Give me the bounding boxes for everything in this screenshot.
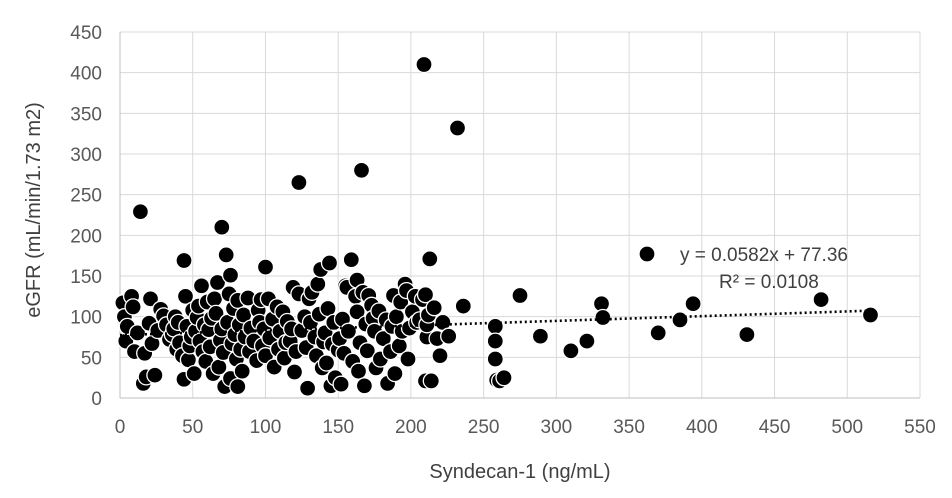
data-point: [495, 369, 513, 387]
y-tick-label: 150: [70, 267, 102, 288]
y-tick-label: 250: [70, 186, 102, 207]
data-point: [358, 342, 376, 360]
data-point: [440, 327, 458, 345]
x-tick-label: 400: [686, 417, 718, 438]
y-tick-label: 450: [70, 23, 102, 44]
y-tick-label: 200: [70, 226, 102, 247]
data-point: [309, 275, 327, 293]
data-point: [386, 364, 404, 383]
data-point: [431, 347, 449, 365]
y-tick-label: 50: [81, 348, 102, 369]
data-point: [425, 299, 443, 317]
data-point: [221, 266, 240, 284]
y-tick-label: 100: [70, 308, 102, 329]
data-point: [339, 322, 358, 340]
x-tick-label: 500: [831, 417, 863, 438]
data-point: [229, 377, 247, 396]
data-point: [738, 325, 756, 344]
data-point: [233, 362, 251, 380]
data-point: [448, 119, 467, 137]
x-axis-title: Syndecan-1 (ng/mL): [429, 461, 610, 483]
y-tick-label: 0: [91, 389, 102, 410]
data-point: [454, 297, 472, 315]
data-point: [192, 277, 211, 295]
data-point: [217, 246, 235, 264]
data-point: [349, 362, 368, 380]
data-point: [208, 273, 227, 292]
x-tick-label: 300: [541, 417, 573, 438]
data-point: [124, 298, 142, 316]
trendline-annotation: y = 0.0582x + 77.36 R² = 0.0108: [638, 245, 848, 293]
trendline-group: [119, 309, 873, 337]
data-point: [320, 254, 339, 272]
x-tick-label: 250: [468, 417, 500, 438]
data-point: [256, 258, 275, 276]
data-point: [421, 250, 439, 268]
data-point: [141, 290, 160, 308]
y-tick-label: 300: [70, 145, 102, 166]
data-point: [285, 363, 304, 381]
data-point: [387, 308, 406, 326]
data-point: [185, 364, 203, 383]
y-axis-title: eGFR (mL/min/1.73 m2): [23, 102, 45, 318]
y-tick-label: 350: [70, 104, 102, 125]
data-point: [342, 251, 360, 269]
data-point: [594, 308, 612, 327]
data-point: [146, 366, 164, 384]
trendline-equation: y = 0.0582x + 77.36: [680, 245, 848, 266]
data-point: [399, 350, 417, 368]
data-point: [415, 55, 433, 74]
data-point: [531, 327, 550, 345]
x-tick-label: 550: [904, 417, 936, 438]
data-point: [298, 379, 317, 397]
data-point: [422, 372, 440, 390]
data-point: [207, 304, 225, 323]
data-point: [486, 332, 504, 350]
legend-marker: [638, 245, 656, 263]
data-point: [352, 161, 371, 179]
data-point: [486, 350, 504, 368]
x-tick-label: 50: [182, 417, 203, 438]
data-point: [578, 332, 596, 350]
data-point: [348, 303, 366, 321]
data-point: [511, 286, 529, 305]
x-tick-label: 350: [613, 417, 645, 438]
data-point: [131, 203, 150, 221]
x-tick-label: 0: [115, 417, 126, 438]
data-point: [486, 317, 504, 336]
x-axis-ticks: 0 50 100 150 200 250 300 350 400 450 500 550: [115, 417, 936, 438]
data-point: [649, 324, 667, 342]
data-point: [213, 218, 231, 236]
data-point: [355, 377, 374, 395]
data-points: [114, 55, 880, 397]
data-point: [671, 311, 689, 329]
data-point: [317, 354, 336, 372]
y-axis-ticks: 0 50 100 150 200 250 300 350 400 450: [70, 23, 102, 410]
trendline-r-squared: R² = 0.0108: [719, 272, 819, 293]
y-tick-label: 400: [70, 64, 102, 85]
x-tick-label: 100: [250, 417, 282, 438]
data-point: [175, 251, 193, 270]
data-point: [374, 329, 392, 348]
x-tick-label: 200: [395, 417, 427, 438]
data-point: [562, 342, 580, 360]
trendline: [119, 309, 873, 337]
data-point: [128, 324, 147, 342]
data-point: [176, 287, 195, 305]
data-point: [205, 290, 224, 308]
data-point: [332, 375, 350, 393]
x-tick-label: 450: [759, 417, 791, 438]
data-point: [684, 295, 702, 313]
data-point: [290, 173, 308, 192]
data-point: [416, 286, 435, 304]
x-tick-label: 150: [322, 417, 354, 438]
data-point: [812, 290, 830, 309]
